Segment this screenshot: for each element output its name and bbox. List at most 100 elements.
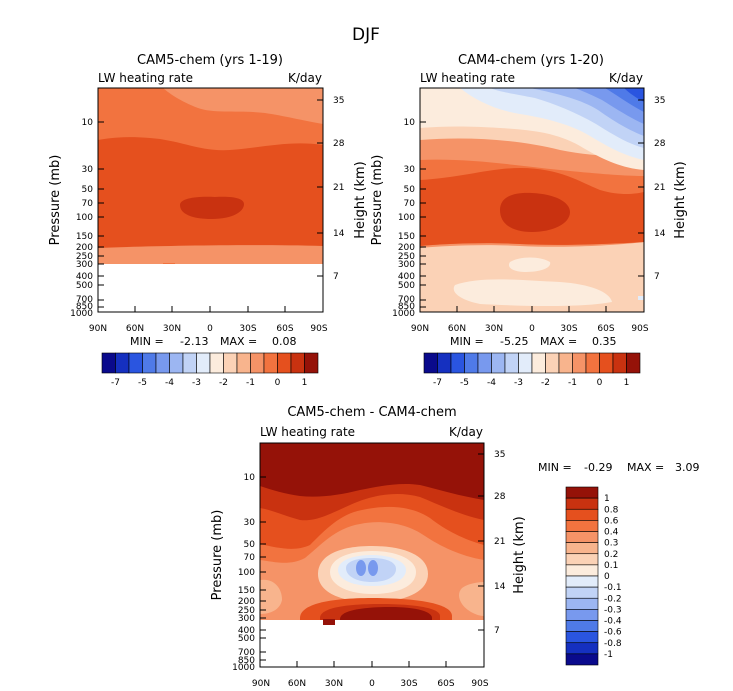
colorbar-tick-label: 0 bbox=[604, 572, 610, 582]
x-tick-label: 60N bbox=[126, 324, 144, 334]
contour-region bbox=[368, 560, 378, 576]
colorbar-swatch bbox=[169, 352, 184, 374]
min-label: MIN = bbox=[538, 461, 572, 474]
min-max-readout: MIN = -5.25 MAX = 0.35 bbox=[450, 335, 617, 348]
y-tick-label: 200 bbox=[398, 243, 415, 253]
y-tick-labels: 10 30 50 70 100 150 200 250 300 400 500 … bbox=[70, 118, 93, 319]
y-tick-label: 850 bbox=[398, 302, 415, 312]
colorbar-tick-label: 1 bbox=[624, 378, 630, 388]
y-tick-label: 30 bbox=[404, 165, 416, 175]
y-tick-label: 70 bbox=[82, 199, 94, 209]
contour-region bbox=[624, 88, 644, 102]
no-data-area bbox=[260, 620, 484, 667]
y-axis-label: Pressure (mb) bbox=[210, 510, 225, 601]
colorbar-tick-label: -7 bbox=[433, 378, 442, 388]
x-tick-labels: 90N 60N 30N 0 30S 60S 90S bbox=[411, 324, 649, 334]
y2-tick-label: 35 bbox=[654, 96, 665, 106]
x-tick-label: 90N bbox=[252, 679, 270, 689]
colorbar-swatch bbox=[565, 542, 599, 555]
y-axis-label: Pressure (mb) bbox=[48, 155, 63, 246]
colorbar-swatch bbox=[450, 352, 465, 374]
min-label: MIN = bbox=[130, 335, 164, 348]
min-value: -2.13 bbox=[180, 335, 208, 348]
panel-title: CAM5-chem - CAM4-chem bbox=[287, 405, 456, 420]
y-tick-label: 50 bbox=[82, 185, 94, 195]
colorbar-top-right: -7 -5 -4 -3 -2 -1 0 1 bbox=[423, 352, 641, 388]
colorbar-swatch bbox=[236, 352, 251, 374]
colorbar-swatch bbox=[491, 352, 506, 374]
contour-field bbox=[98, 88, 323, 312]
colorbar-tick-label: 0.1 bbox=[604, 561, 618, 571]
colorbar-swatch bbox=[565, 609, 599, 621]
colorbar-swatch bbox=[565, 620, 599, 632]
colorbar-swatch bbox=[115, 352, 130, 374]
y-tick-label: 500 bbox=[76, 281, 93, 291]
y2-tick-label: 7 bbox=[333, 272, 339, 282]
colorbar-tick-label: 0.3 bbox=[604, 539, 618, 549]
y-tick-label: 100 bbox=[398, 213, 415, 223]
contour-region bbox=[180, 196, 244, 219]
y2-tick-label: 28 bbox=[333, 139, 345, 149]
x-tick-label: 60S bbox=[597, 324, 614, 334]
colorbar-swatch bbox=[209, 352, 224, 374]
y-tick-label: 50 bbox=[244, 540, 256, 550]
y-tick-label: 400 bbox=[238, 626, 255, 636]
y-tick-label: 400 bbox=[76, 272, 93, 282]
y2-tick-label: 35 bbox=[494, 450, 505, 460]
max-value: 0.08 bbox=[272, 335, 297, 348]
y2-tick-label: 28 bbox=[654, 139, 666, 149]
axis-ticks bbox=[98, 99, 323, 312]
colorbar-tick-label: -0.8 bbox=[604, 639, 622, 649]
colorbar-swatch bbox=[437, 352, 452, 374]
variable-label: LW heating rate bbox=[260, 425, 355, 439]
y2-tick-labels: 35 28 21 14 7 bbox=[333, 96, 345, 282]
x-tick-label: 60S bbox=[276, 324, 293, 334]
units-label: K/day bbox=[609, 71, 643, 85]
y-tick-labels: 10 30 50 70 100 150 200 250 300 400 500 … bbox=[392, 118, 415, 319]
colorbar-swatch bbox=[565, 564, 599, 577]
x-tick-label: 30S bbox=[239, 324, 256, 334]
min-label: MIN = bbox=[450, 335, 484, 348]
max-label: MAX = bbox=[627, 461, 664, 474]
colorbar-tick-label: -1 bbox=[604, 650, 613, 660]
units-label: K/day bbox=[288, 71, 322, 85]
contour-field bbox=[260, 443, 484, 667]
y-tick-label: 300 bbox=[398, 260, 415, 270]
colorbar-tick-label: -0.2 bbox=[604, 594, 622, 604]
colorbar-swatch bbox=[565, 586, 599, 599]
y-tick-label: 1000 bbox=[392, 309, 415, 319]
x-tick-label: 90N bbox=[411, 324, 429, 334]
colorbar-swatch bbox=[545, 352, 560, 374]
contour-region bbox=[163, 88, 323, 124]
x-tick-label: 30N bbox=[325, 679, 343, 689]
colorbar-tick-label: -0.6 bbox=[604, 628, 622, 638]
units-label: K/day bbox=[449, 425, 483, 439]
colorbar-swatch bbox=[565, 642, 599, 655]
colorbar-tick-label: -4 bbox=[487, 378, 496, 388]
colorbar-tick-label: 0 bbox=[275, 378, 281, 388]
colorbar-swatch bbox=[423, 352, 438, 374]
y-tick-label: 150 bbox=[238, 586, 255, 596]
panel-cam4: CAM4-chem (yrs 1-20) LW heating rate K/d… bbox=[370, 53, 688, 388]
colorbar-tick-label: 1 bbox=[302, 378, 308, 388]
colorbar-swatch bbox=[182, 352, 197, 374]
y-tick-label: 500 bbox=[238, 634, 255, 644]
y-tick-label: 500 bbox=[398, 281, 415, 291]
colorbar-tick-label: -3 bbox=[514, 378, 523, 388]
y2-tick-label: 28 bbox=[494, 492, 506, 502]
y2-tick-label: 21 bbox=[333, 183, 344, 193]
colorbar-swatch bbox=[565, 531, 599, 543]
contour-field bbox=[420, 88, 644, 312]
panel-difference: CAM5-chem - CAM4-chem LW heating rate K/… bbox=[210, 405, 700, 689]
colorbar-tick-label: -1 bbox=[246, 378, 255, 388]
y2-axis-label: Height (km) bbox=[353, 161, 368, 238]
colorbar-tick-label: -2 bbox=[219, 378, 228, 388]
colorbar-tick-label: -0.4 bbox=[604, 617, 622, 627]
colorbar-swatch bbox=[565, 631, 599, 644]
y2-axis-label: Height (km) bbox=[673, 161, 688, 238]
y-tick-label: 700 bbox=[238, 648, 255, 658]
x-tick-label: 90S bbox=[471, 679, 488, 689]
min-max-readout: MIN = -0.29 MAX = 3.09 bbox=[538, 461, 700, 474]
y-tick-label: 250 bbox=[76, 252, 93, 262]
